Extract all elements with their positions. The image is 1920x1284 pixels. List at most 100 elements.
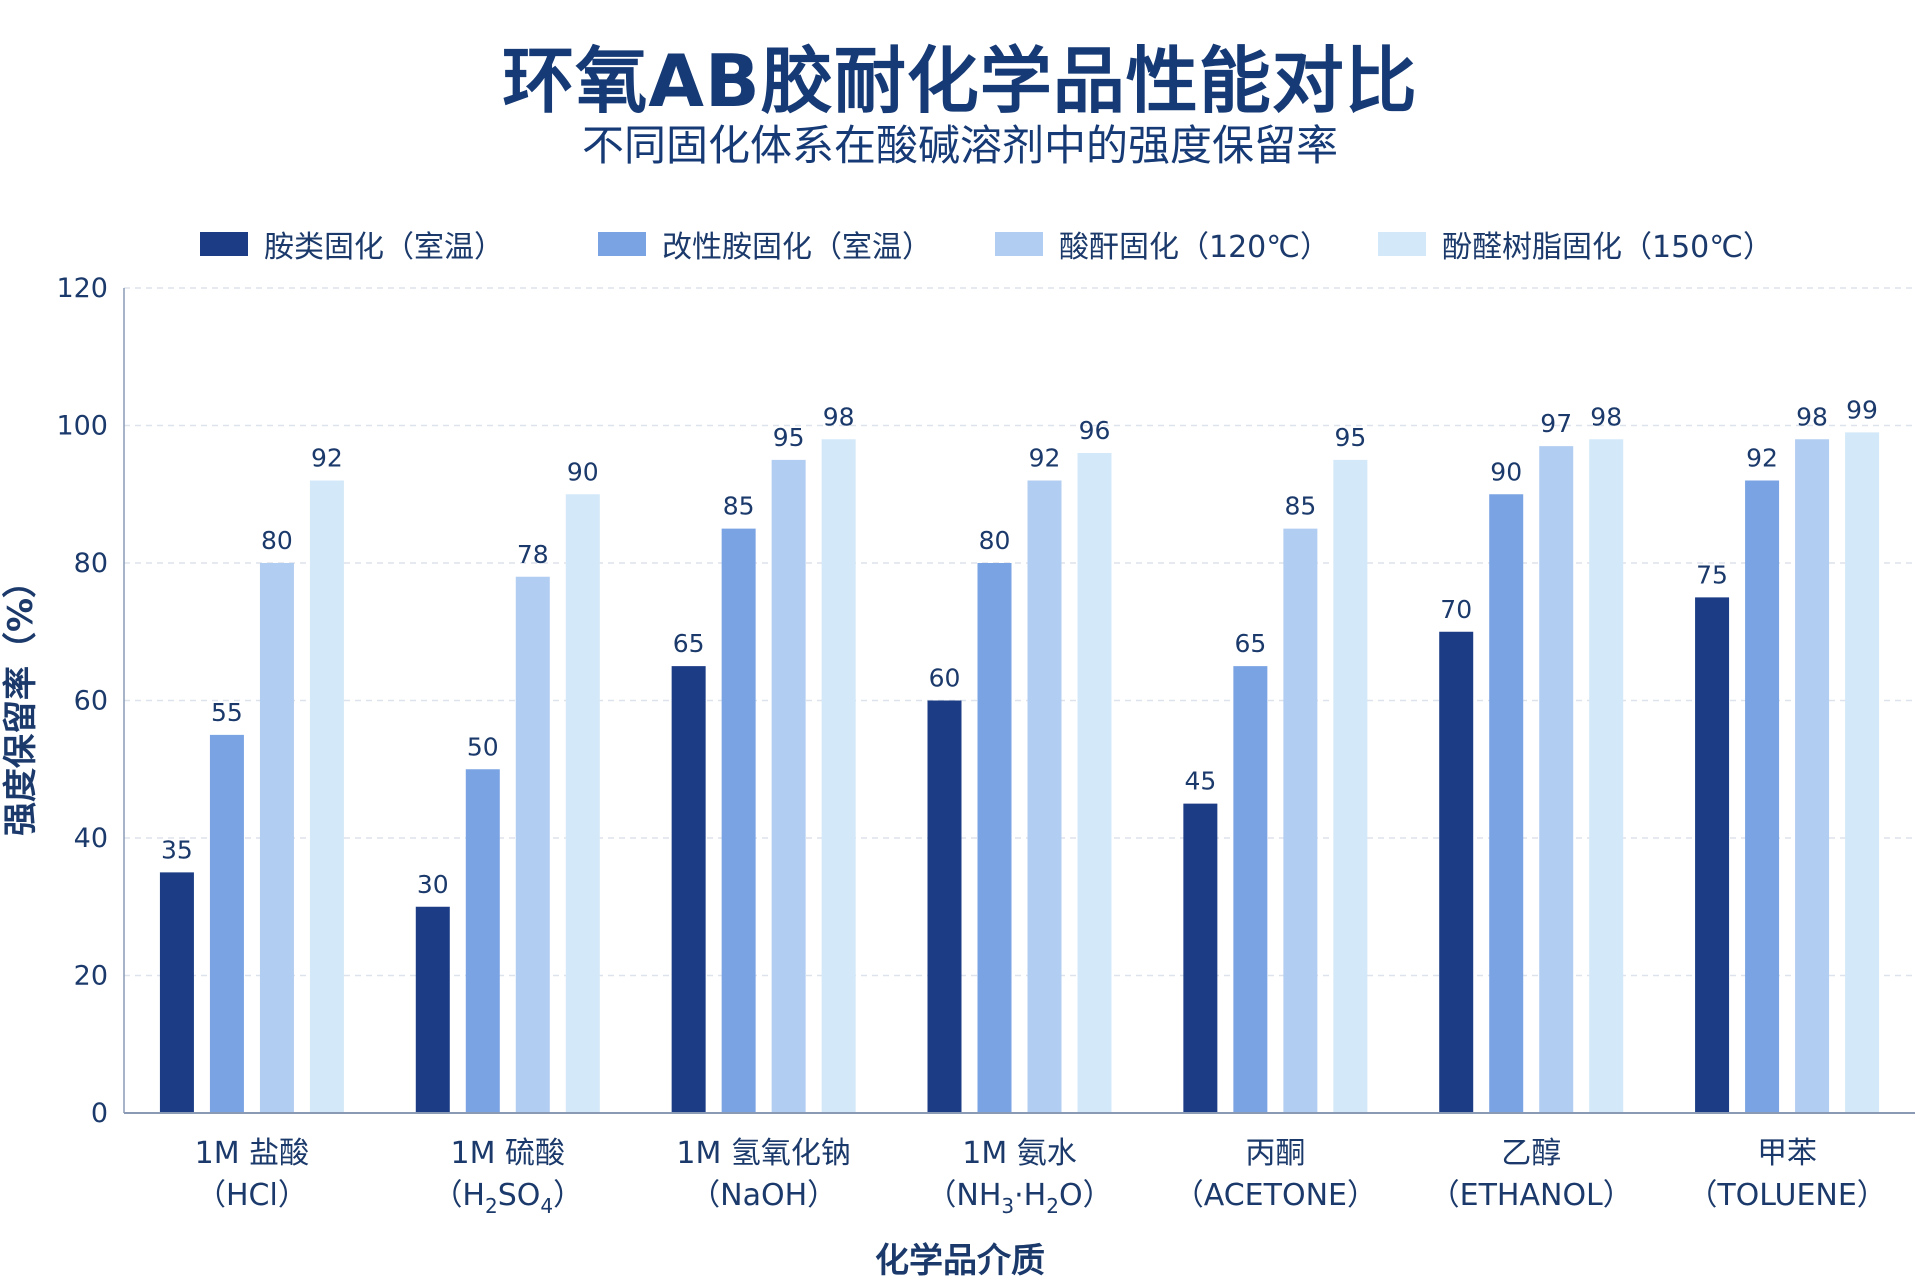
legend-item-modified-amine: 改性胺固化（室温） [598, 222, 932, 266]
bar [1333, 459, 1368, 1113]
value-label: 55 [211, 698, 243, 727]
x-tick-label-formula: （NaOH） [690, 1178, 837, 1213]
bar [515, 576, 550, 1113]
formula-text: （ETHANOL） [1430, 1178, 1633, 1213]
x-tick-label-formula: （ACETONE） [1174, 1178, 1377, 1213]
value-label: 70 [1440, 595, 1472, 624]
bars [159, 432, 1880, 1113]
value-label: 50 [467, 732, 499, 761]
y-tick-label: 120 [56, 273, 108, 304]
value-label: 80 [979, 526, 1011, 555]
legend-item-amine: 胺类固化（室温） [200, 222, 504, 266]
value-label: 85 [723, 492, 755, 521]
chart-title: 环氧AB胶耐化学品性能对比 [502, 39, 1418, 123]
x-tick-label: 1M 氨水 [962, 1136, 1077, 1171]
formula-text: ） [553, 1178, 583, 1213]
y-tick-label: 20 [74, 961, 108, 992]
x-tick-label-formula: （HCl） [196, 1178, 308, 1213]
bar [259, 563, 294, 1113]
y-tick-label: 40 [74, 823, 108, 854]
bar [565, 494, 600, 1113]
bar [309, 480, 344, 1113]
y-axis-ticks: 0 20 40 60 80 100 120 [56, 273, 108, 1129]
bar [1795, 439, 1830, 1113]
legend-label-modified-amine: 改性胺固化（室温） [662, 230, 932, 265]
formula-text: （HCl） [196, 1178, 308, 1213]
bar [1589, 439, 1624, 1113]
value-label: 96 [1079, 416, 1111, 445]
x-tick-label: 1M 氢氧化钠 [676, 1136, 851, 1171]
bar [721, 528, 756, 1113]
x-tick-label-formula: （H2SO4） [432, 1178, 583, 1218]
x-tick-label: 丙酮 [1245, 1136, 1305, 1171]
value-label: 90 [567, 457, 599, 486]
value-label: 92 [1746, 444, 1778, 473]
legend: 胺类固化（室温） 改性胺固化（室温） 酸酐固化（120℃） 酚醛树脂固化（150… [0, 222, 1920, 265]
formula-subscript: 2 [1046, 1194, 1059, 1218]
value-label: 99 [1846, 395, 1878, 424]
value-labels: 35 55 80 92 30 50 78 90 65 85 95 98 60 80 92 96 45 65 85 95… [161, 395, 1878, 898]
value-label: 97 [1540, 409, 1572, 438]
bar [927, 700, 962, 1113]
bar [821, 439, 856, 1113]
value-label: 92 [1029, 444, 1061, 473]
value-label: 80 [261, 526, 293, 555]
bar [1283, 528, 1318, 1113]
value-label: 90 [1490, 457, 1522, 486]
gridlines [124, 287, 1915, 977]
value-label: 45 [1184, 767, 1216, 796]
formula-text: SO [498, 1178, 541, 1213]
formula-subscript: 3 [1001, 1194, 1014, 1218]
value-label: 98 [1590, 402, 1622, 431]
x-tick-label-formula: （TOLUENE） [1687, 1178, 1886, 1213]
bar [1745, 480, 1780, 1113]
y-tick-label: 0 [91, 1098, 108, 1129]
value-label: 95 [773, 423, 805, 452]
value-label: 85 [1284, 492, 1316, 521]
y-tick-label: 80 [74, 548, 108, 579]
bar [159, 872, 194, 1113]
value-label: 98 [823, 402, 855, 431]
x-tick-label-formula: （ETHANOL） [1430, 1178, 1633, 1213]
legend-label-amine: 胺类固化（室温） [264, 230, 504, 265]
legend-item-phenolic: 酚醛树脂固化（150℃） [1378, 222, 1773, 266]
value-label: 35 [161, 835, 193, 864]
value-label: 65 [673, 629, 705, 658]
value-label: 98 [1796, 402, 1828, 431]
value-label: 95 [1334, 423, 1366, 452]
bar [1439, 631, 1474, 1113]
bar [671, 666, 706, 1113]
bar [1695, 597, 1730, 1113]
bar [1539, 446, 1574, 1113]
formula-text: （ACETONE） [1174, 1178, 1377, 1213]
legend-label-phenolic: 酚醛树脂固化（150℃） [1442, 230, 1773, 265]
formula-text: ·H [1014, 1178, 1046, 1213]
value-label: 75 [1696, 560, 1728, 589]
x-tick-label: 乙醇 [1501, 1136, 1561, 1171]
bar [1077, 453, 1112, 1113]
bar [1027, 480, 1062, 1113]
chart-subtitle: 不同固化体系在酸碱溶剂中的强度保留率 [581, 121, 1338, 170]
x-axis-title: 化学品介质 [875, 1241, 1045, 1281]
legend-swatch-phenolic [1378, 232, 1426, 256]
formula-subscript: 4 [540, 1194, 553, 1218]
y-tick-label: 100 [56, 411, 108, 442]
legend-swatch-modified-amine [598, 232, 646, 256]
y-tick-label: 60 [74, 686, 108, 717]
value-label: 92 [311, 444, 343, 473]
y-axis-title: 强度保留率（%） [1, 564, 41, 836]
bar [209, 734, 244, 1113]
bar [1489, 494, 1524, 1113]
x-tick-label: 甲苯 [1757, 1136, 1817, 1171]
value-label: 65 [1234, 629, 1266, 658]
legend-swatch-anhydride [995, 232, 1043, 256]
bar [1233, 666, 1268, 1113]
formula-text: （H [432, 1178, 485, 1213]
bar [1845, 432, 1880, 1113]
legend-label-anhydride: 酸酐固化（120℃） [1059, 230, 1330, 265]
formula-text: （NH [926, 1178, 1001, 1213]
x-tick-label: 1M 盐酸 [195, 1136, 310, 1171]
formula-text: （NaOH） [690, 1178, 837, 1213]
legend-swatch-amine [200, 232, 248, 256]
value-label: 30 [417, 870, 449, 899]
